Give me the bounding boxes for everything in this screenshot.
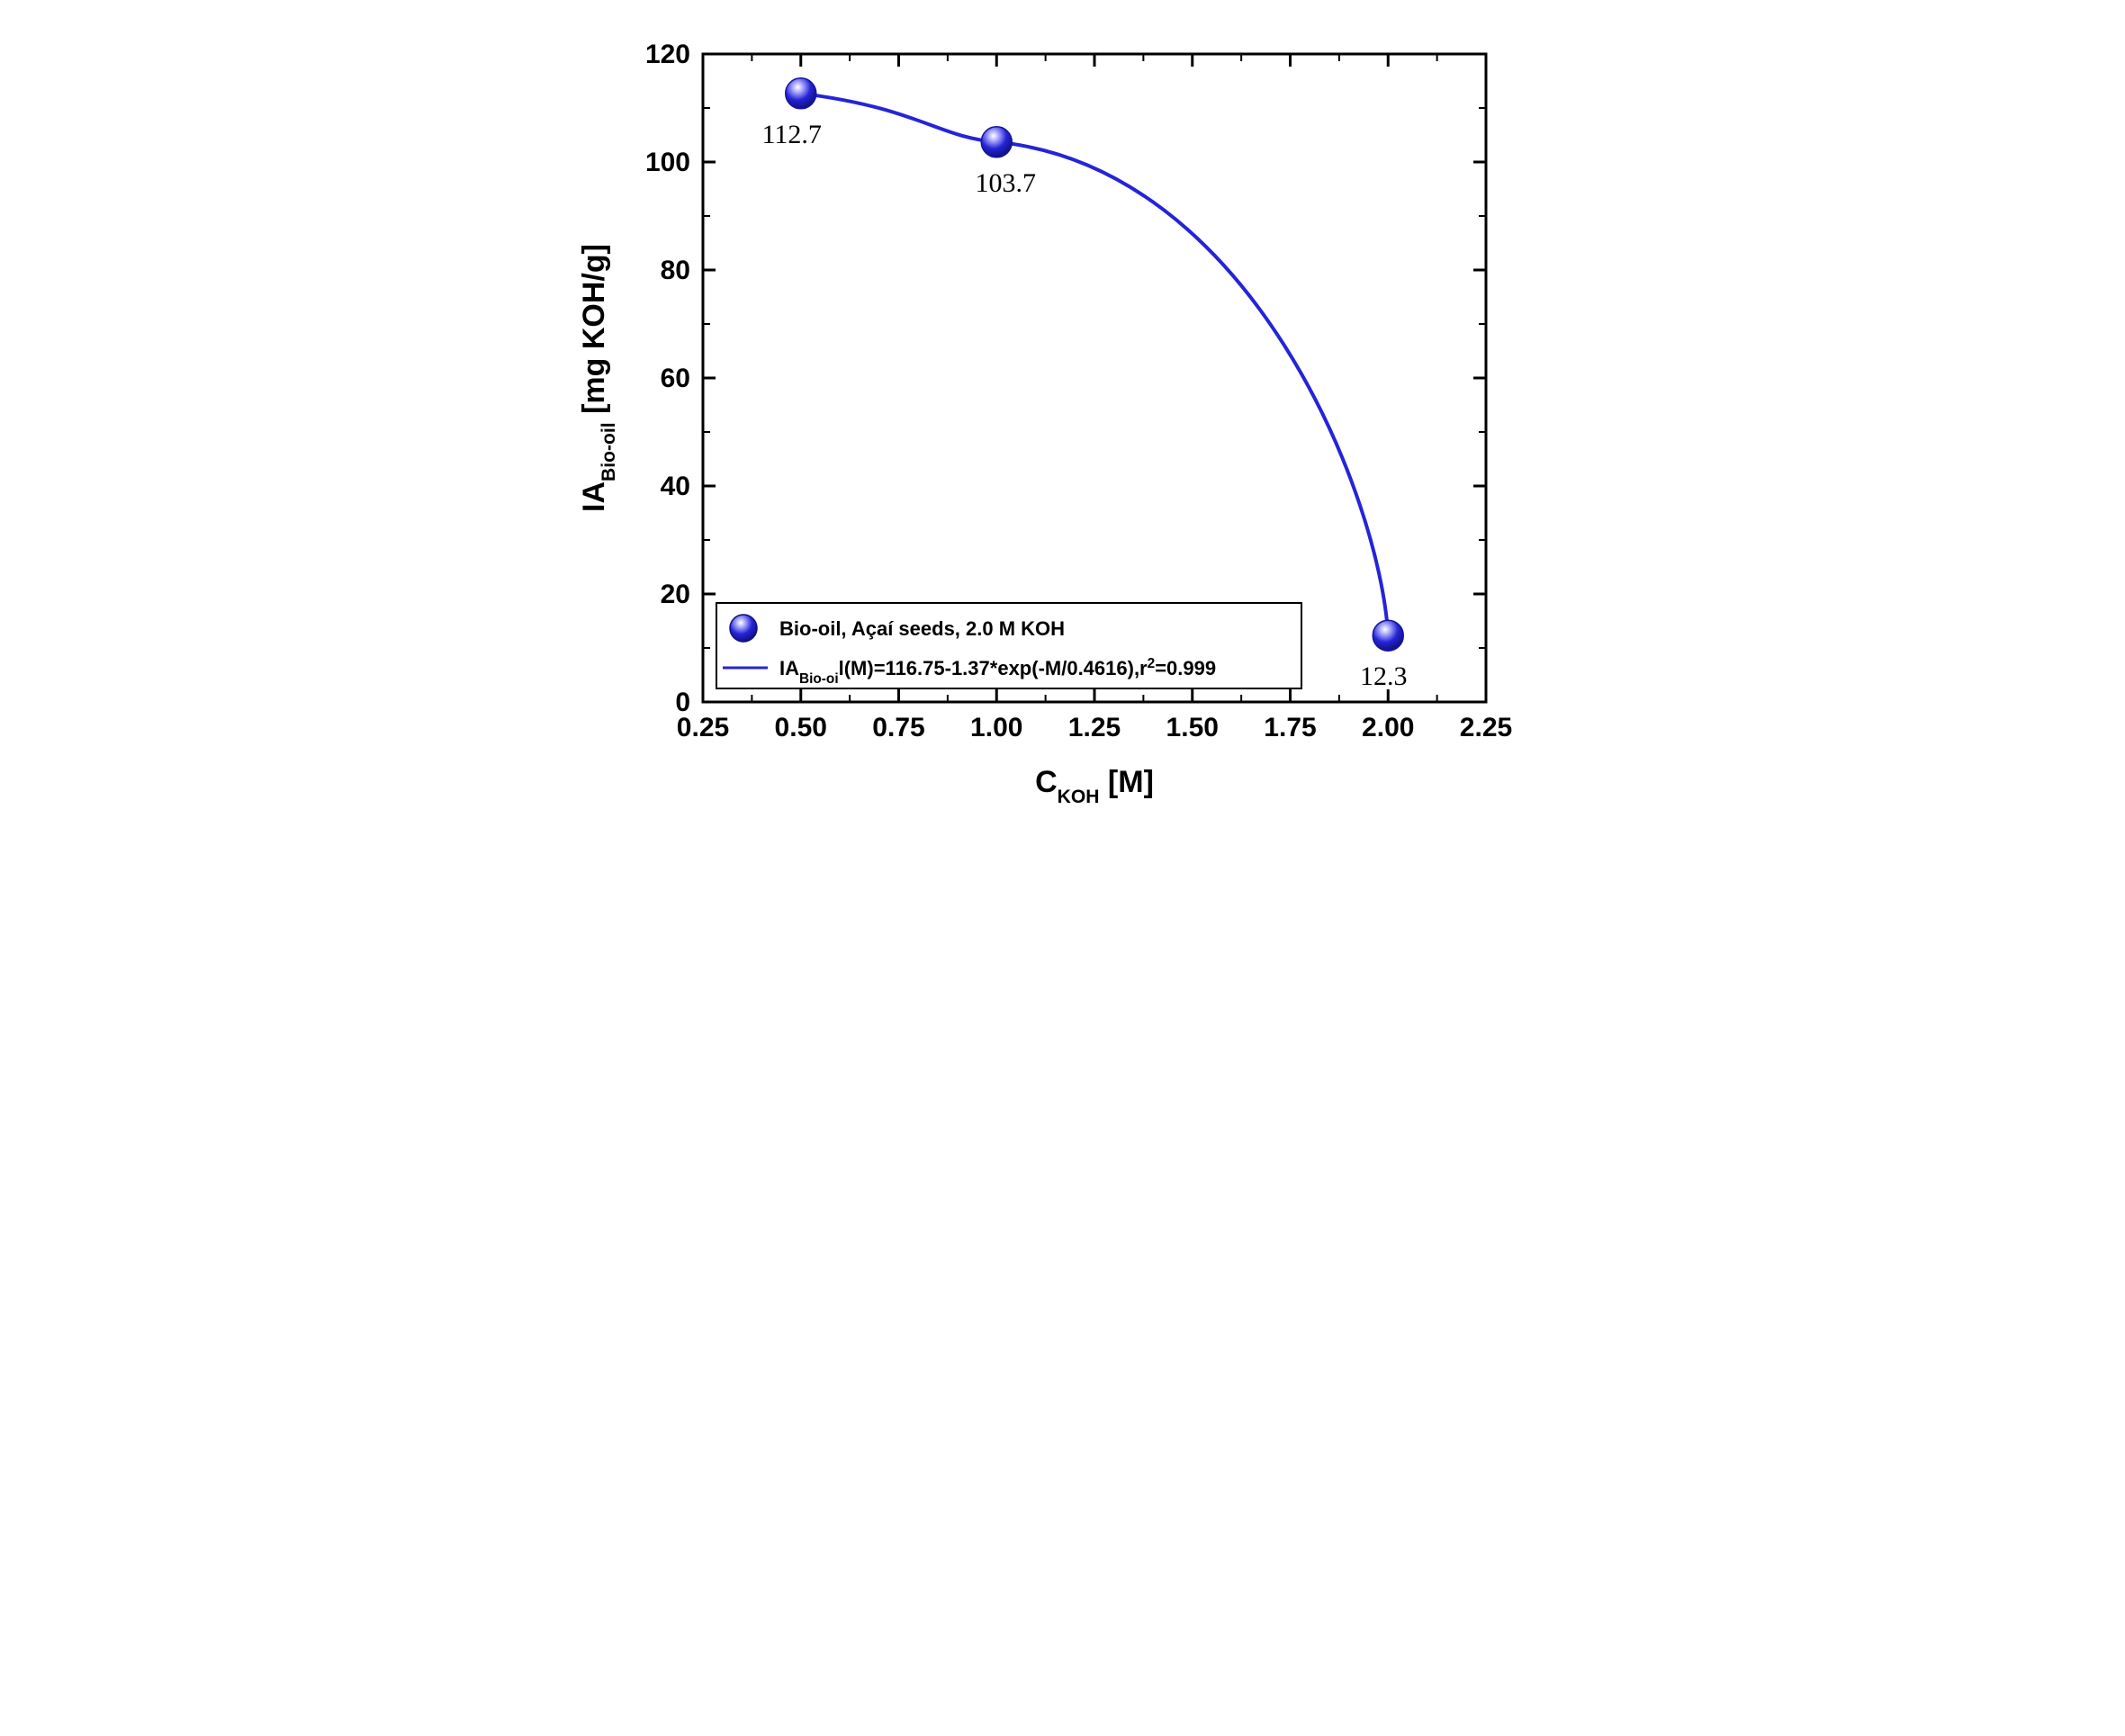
x-tick-label: 1.25 — [1067, 713, 1120, 742]
chart-svg: 0.250.500.751.001.251.501.752.002.25 020… — [568, 18, 1558, 828]
y-tick-label: 120 — [644, 40, 689, 69]
x-axis-label: CKOH [M] — [1035, 765, 1154, 807]
data-marker — [981, 127, 1012, 157]
x-tick-label: 1.75 — [1264, 713, 1316, 742]
x-tick-label: 0.50 — [774, 713, 826, 742]
y-tick-label: 80 — [660, 256, 689, 285]
data-value-label: 103.7 — [975, 168, 1036, 198]
data-value-label: 112.7 — [761, 120, 821, 149]
x-tick-label: 0.75 — [872, 713, 924, 742]
chart-container: 0.250.500.751.001.251.501.752.002.25 020… — [568, 18, 1558, 828]
x-tick-label: 2.00 — [1362, 713, 1414, 742]
data-value-label: 12.3 — [1360, 661, 1408, 691]
y-tick-label: 60 — [660, 364, 689, 393]
y-tick-label: 40 — [660, 472, 689, 501]
y-tick-label: 100 — [644, 148, 689, 177]
x-tick-label: 2.25 — [1459, 713, 1511, 742]
legend-marker-icon — [730, 615, 757, 642]
legend-entry-1: Bio-oil, Açaí seeds, 2.0 M KOH — [779, 617, 1065, 640]
data-marker — [1373, 620, 1403, 651]
y-tick-label: 20 — [660, 580, 689, 609]
y-axis-label: IABio-oil [mg KOH/g] — [577, 244, 619, 512]
data-marker — [785, 78, 815, 109]
legend: Bio-oil, Açaí seeds, 2.0 M KOH IABio-oil… — [716, 603, 1301, 688]
y-tick-label: 0 — [675, 688, 690, 717]
x-tick-label: 1.00 — [970, 713, 1022, 742]
x-tick-label: 1.50 — [1166, 713, 1218, 742]
